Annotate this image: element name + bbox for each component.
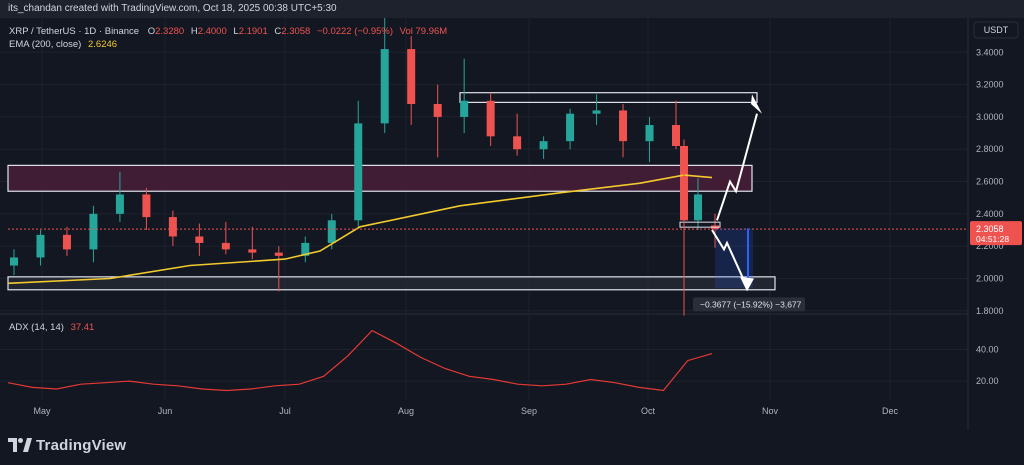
legend-low: 2.1901 [238,26,268,37]
candle-body [380,49,389,124]
candle-body [566,113,575,142]
legend-symbol-row: XRP / TetherUS · 1D · Binance O2.3280 H2… [9,26,447,37]
candle-body [539,141,548,150]
price-tag-bg [970,221,1022,246]
candle-body [142,194,151,218]
price-tick-label: 2.4000 [976,209,1004,219]
time-tick-label: Jun [158,406,173,416]
tradingview-brand: TradingView [36,436,127,454]
legend-adx-label: ADX (14, 14) [9,322,64,333]
legend-ema-row: EMA (200, close) 2.6246 [9,39,117,50]
adx-tick-label: 20.00 [976,376,999,386]
candle-body [460,100,469,117]
candle-body [168,217,177,237]
bearish-arrow-head [740,276,754,292]
price-tick-label: 2.6000 [976,177,1004,187]
candle-body [221,242,230,250]
time-tick-label: Jul [279,406,291,416]
measure-label: −0.3677 (−15.92%) −3,677 [700,299,802,309]
ema-200-line [7,174,713,285]
candle-body [327,220,336,243]
legend-ema-value: 2.6246 [87,39,118,50]
candle-body [115,194,124,214]
legend-adx-value: 37.41 [70,322,95,333]
price-tag-countdown: 04:51:28 [976,234,1009,244]
candle-body [672,125,680,146]
attribution-text: its_chandan created with TradingView.com… [8,3,337,14]
chart-area[interactable]: 1.8000 2.0000 2.2000 2.4000 2.6000 2.8000 3.00… [0,10,1024,430]
price-tick-label: 2.8000 [976,144,1004,154]
candle-body [248,249,257,253]
candle-body [619,110,628,142]
legend-low-label: L [233,26,239,37]
legend-open: 2.3280 [155,26,185,37]
footer [0,430,1024,465]
candle-body [36,234,45,258]
legend-high: 2.4000 [197,26,227,37]
attribution-bar: its_chandan created with TradingView.com… [0,0,1024,18]
small-marker-box [679,221,721,228]
price-tick-label: 2.2000 [976,241,1004,251]
price-tick-label: 2.0000 [976,273,1004,283]
currency-button[interactable]: USDT [984,25,1009,35]
price-tag-value: 2.3058 [976,224,1004,234]
time-tick-label: May [33,406,51,416]
legend-symbol: XRP / TetherUS · 1D · Binance [9,26,140,37]
candle-body [10,257,18,266]
candle-body [407,49,416,104]
legend-change: −0.0222 (−0.95%) [316,26,394,37]
price-tick-label: 3.0000 [976,112,1004,122]
tradingview-logo-icon [8,438,32,452]
price-chart[interactable]: 1.8000 2.0000 2.2000 2.4000 2.6000 2.8000 3.00… [0,10,1024,430]
candle-body [433,104,442,117]
candle-body [195,236,204,243]
legend-open-label: O [147,26,156,37]
time-tick-label: Aug [398,406,414,416]
candle-body [513,136,522,150]
price-tick-label: 3.2000 [976,80,1004,90]
price-tick-label: 3.4000 [976,47,1004,57]
adx-line [7,329,713,392]
candle-body [301,242,310,256]
candle-body [486,100,495,137]
zone-box-3 [7,276,776,291]
candle-body [89,213,98,250]
legend-high-label: H [190,26,198,37]
legend-close: 2.3058 [281,26,311,37]
time-tick-label: Sep [521,406,537,416]
time-tick-label: Dec [882,406,899,416]
currency-button-bg [973,21,1019,39]
measure-label-bg [693,297,805,312]
time-tick-label: Nov [762,406,779,416]
candle-body [645,125,654,142]
legend-volume: Vol 79.96M [399,26,448,37]
time-tick-label: Oct [641,406,656,416]
candle-body [592,110,601,114]
legend-close-label: C [274,26,282,37]
adx-tick-label: 40.00 [976,345,999,355]
price-tick-label: 1.8000 [976,306,1004,316]
candle-body [62,234,71,250]
zone-box-2 [7,164,753,192]
candle-body [694,194,702,221]
zone-box-1 [459,92,758,103]
bullish-path-arrow [716,113,758,221]
candle-body [274,252,283,256]
candle-body [354,123,363,221]
tradingview-logo: TradingView [8,435,126,455]
bearish-path-arrow [711,229,747,286]
legend-ema-label: EMA (200, close) [9,39,82,50]
bullish-arrow-head [751,94,762,114]
legend-adx-row: ADX (14, 14) 37.41 [9,322,94,333]
